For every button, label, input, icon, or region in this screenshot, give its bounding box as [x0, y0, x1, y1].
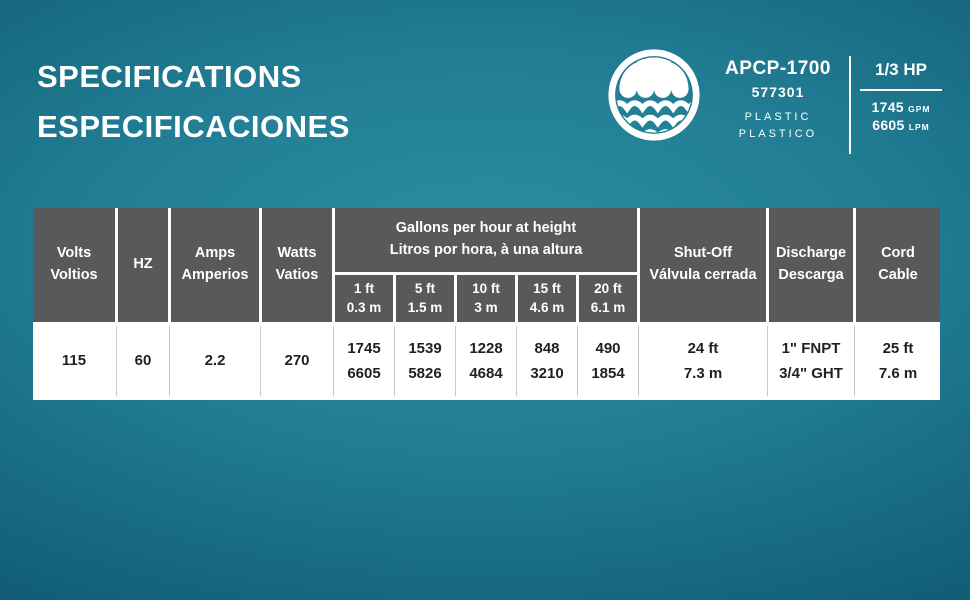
- header-height-5ft: 5 ft 1.5 m: [396, 272, 454, 322]
- header-height-1ft-ft: 1 ft: [353, 280, 375, 296]
- cell-shutoff-ft: 24 ft: [687, 339, 719, 357]
- cell-discharge: 1" FNPT 3/4" GHT: [767, 322, 853, 400]
- cell-height-5ft-lph: 5826: [408, 365, 442, 382]
- flow-lpm-unit: LPM: [908, 121, 930, 132]
- header-shutoff-es: Válvula cerrada: [649, 267, 757, 283]
- cell-volts: 115: [33, 322, 115, 400]
- cell-height-5ft: 1539 5826: [394, 322, 454, 400]
- cell-watts-value: 270: [284, 352, 310, 370]
- header-shutoff-en: Shut-Off: [674, 245, 732, 262]
- flow-lpm-value: 6605: [872, 116, 905, 133]
- water-waves-icon: [606, 47, 702, 143]
- header-volts: Volts Voltios: [33, 208, 115, 322]
- cell-height-10ft-lph: 4684: [469, 365, 503, 382]
- cell-height-20ft: 490 1854: [577, 322, 637, 400]
- header-amps-en: Amps: [194, 245, 236, 262]
- header-height-5ft-ft: 5 ft: [414, 280, 436, 296]
- cell-height-20ft-lph: 1854: [591, 365, 625, 382]
- flow-gpm-unit: GPM: [908, 104, 931, 114]
- part-number: 577301: [751, 84, 805, 100]
- cell-cord: 25 ft 7.6 m: [854, 322, 940, 400]
- header-cord: Cord Cable: [856, 208, 940, 322]
- cell-shutoff-m: 7.3 m: [683, 365, 723, 382]
- cell-height-10ft: 1228 4684: [455, 322, 515, 400]
- page-title-es: ESPECIFICACIONES: [37, 109, 350, 145]
- performance-block: 1/3 HP 1745 GPM 6605 LPM: [858, 60, 944, 135]
- cell-height-15ft: 848 3210: [516, 322, 576, 400]
- header-height-10ft-ft: 10 ft: [472, 280, 500, 296]
- header-volts-es: Voltios: [50, 267, 98, 283]
- header-height-20ft-ft: 20 ft: [594, 280, 622, 296]
- header-discharge: Discharge Descarga: [769, 208, 853, 322]
- header-hz-en: HZ: [133, 256, 153, 273]
- header-height-1ft: 1 ft 0.3 m: [335, 272, 393, 322]
- vertical-divider: [849, 56, 851, 154]
- spec-table: Volts Voltios HZ Amps Amperios Watts Vat…: [33, 208, 940, 400]
- cell-hz-value: 60: [134, 352, 152, 370]
- cell-height-20ft-gph: 490: [595, 339, 621, 357]
- model-number: APCP-1700: [725, 58, 831, 79]
- horsepower-label: 1/3 HP: [875, 60, 927, 79]
- header-watts-es: Vatios: [275, 267, 319, 283]
- header-height-10ft: 10 ft 3 m: [457, 272, 515, 322]
- cell-hz: 60: [116, 322, 168, 400]
- flow-gpm-value: 1745: [871, 99, 904, 115]
- cell-cord-m: 7.6 m: [878, 365, 918, 382]
- product-id-block: APCP-1700 577301 PLASTIC PLASTICO: [712, 58, 844, 143]
- header-volts-en: Volts: [56, 245, 92, 262]
- header-discharge-en: Discharge: [775, 245, 847, 262]
- header-cord-en: Cord: [881, 245, 915, 262]
- page-title: SPECIFICATIONS ESPECIFICACIONES: [37, 52, 350, 152]
- header-gallons-en: Gallons per hour at height: [395, 220, 577, 237]
- header-hz: HZ: [118, 208, 168, 322]
- header-gallons-es: Litros por hora, à una altura: [389, 242, 583, 258]
- header-height-20ft-m: 6.1 m: [590, 299, 626, 315]
- material-en: PLASTIC: [744, 111, 812, 123]
- flow-lpm: 6605 LPM: [858, 117, 944, 135]
- cell-height-1ft-gph: 1745: [347, 339, 381, 357]
- header-watts-en: Watts: [277, 245, 317, 262]
- water-waves-icon-svg: [608, 49, 700, 141]
- header-amps: Amps Amperios: [171, 208, 259, 322]
- cell-height-15ft-lph: 3210: [530, 365, 564, 382]
- cell-height-5ft-gph: 1539: [408, 339, 442, 357]
- cell-watts: 270: [260, 322, 332, 400]
- cell-height-10ft-gph: 1228: [469, 339, 503, 357]
- header-height-10ft-m: 3 m: [474, 299, 498, 315]
- header-height-15ft-m: 4.6 m: [529, 299, 565, 315]
- cell-height-1ft-lph: 6605: [347, 365, 381, 382]
- header-shutoff: Shut-Off Válvula cerrada: [640, 208, 766, 322]
- cell-amps: 2.2: [169, 322, 259, 400]
- header-height-15ft-ft: 15 ft: [533, 280, 561, 296]
- page-title-en: SPECIFICATIONS: [37, 59, 302, 94]
- cell-discharge-ght: 3/4" GHT: [779, 365, 843, 382]
- cell-shutoff: 24 ft 7.3 m: [638, 322, 766, 400]
- horizontal-rule: [860, 89, 942, 91]
- cell-height-1ft: 1745 6605: [333, 322, 393, 400]
- header-height-20ft: 20 ft 6.1 m: [579, 272, 637, 322]
- header-height-1ft-m: 0.3 m: [346, 299, 382, 315]
- cell-volts-value: 115: [61, 352, 87, 370]
- header-gallons-group: Gallons per hour at height Litros por ho…: [335, 208, 637, 272]
- header-height-15ft: 15 ft 4.6 m: [518, 272, 576, 322]
- material-es: PLASTICO: [738, 128, 818, 141]
- header-watts: Watts Vatios: [262, 208, 332, 322]
- cell-amps-value: 2.2: [204, 352, 226, 370]
- header-amps-es: Amperios: [181, 267, 249, 283]
- cell-height-15ft-gph: 848: [534, 339, 560, 357]
- cell-cord-ft: 25 ft: [882, 339, 914, 357]
- header-height-5ft-m: 1.5 m: [407, 299, 443, 315]
- cell-discharge-fnpt: 1" FNPT: [781, 339, 841, 357]
- flow-gpm: 1745 GPM: [858, 99, 944, 117]
- header-cord-es: Cable: [878, 267, 918, 283]
- header-discharge-es: Descarga: [778, 267, 844, 283]
